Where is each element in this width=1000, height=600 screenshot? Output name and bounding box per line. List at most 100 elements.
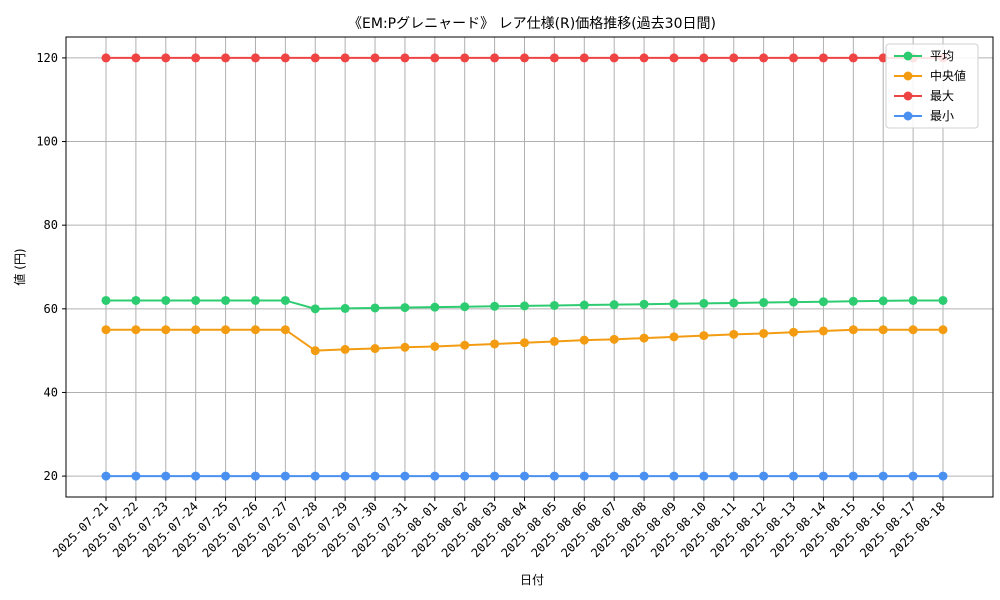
data-point bbox=[579, 471, 589, 481]
legend-label: 中央値 bbox=[930, 68, 966, 83]
data-point bbox=[848, 471, 858, 481]
data-point bbox=[848, 325, 858, 335]
data-point bbox=[520, 53, 529, 63]
data-point bbox=[520, 338, 529, 348]
data-point bbox=[280, 325, 290, 335]
data-point bbox=[639, 333, 649, 343]
data-point bbox=[759, 328, 769, 338]
data-point bbox=[310, 53, 320, 63]
data-point bbox=[818, 326, 828, 336]
data-point bbox=[310, 346, 320, 356]
data-point bbox=[579, 335, 589, 345]
data-point bbox=[370, 303, 380, 313]
data-point bbox=[430, 341, 440, 351]
data-point bbox=[250, 471, 260, 481]
data-point bbox=[131, 53, 141, 63]
grid-lines bbox=[66, 37, 993, 497]
y-tick-label: 100 bbox=[36, 135, 58, 149]
data-point bbox=[908, 295, 918, 305]
data-point bbox=[191, 471, 201, 481]
data-point bbox=[938, 295, 948, 305]
data-point bbox=[280, 53, 290, 63]
data-point bbox=[310, 471, 320, 481]
data-point bbox=[759, 298, 769, 308]
data-point bbox=[609, 334, 619, 344]
data-point bbox=[759, 53, 769, 63]
series-layer bbox=[101, 53, 948, 481]
data-point bbox=[161, 471, 171, 481]
data-point bbox=[221, 471, 231, 481]
y-tick-label: 20 bbox=[44, 469, 58, 483]
data-point bbox=[400, 53, 410, 63]
legend-label: 最小 bbox=[930, 109, 954, 123]
data-point bbox=[669, 299, 679, 309]
data-point bbox=[878, 471, 888, 481]
data-point bbox=[430, 471, 440, 481]
data-point bbox=[370, 344, 380, 354]
data-point bbox=[101, 295, 111, 305]
data-point bbox=[131, 471, 141, 481]
data-point bbox=[101, 471, 111, 481]
series-4 bbox=[101, 471, 948, 481]
data-point bbox=[729, 471, 739, 481]
data-point bbox=[579, 300, 589, 310]
data-point bbox=[908, 471, 918, 481]
data-point bbox=[639, 53, 649, 63]
data-point bbox=[340, 303, 350, 313]
data-point bbox=[549, 471, 559, 481]
data-point bbox=[101, 53, 111, 63]
data-point bbox=[460, 471, 470, 481]
y-tick-label: 60 bbox=[44, 302, 58, 316]
data-point bbox=[430, 53, 440, 63]
data-point bbox=[221, 53, 231, 63]
data-point bbox=[191, 295, 201, 305]
data-point bbox=[639, 471, 649, 481]
data-point bbox=[131, 295, 141, 305]
plot-frame bbox=[65, 36, 994, 498]
legend-label: 最大 bbox=[930, 89, 954, 103]
data-point bbox=[161, 53, 171, 63]
legend-marker bbox=[903, 111, 913, 121]
data-point bbox=[729, 53, 739, 63]
legend-label: 平均 bbox=[930, 49, 954, 63]
y-tick-label: 40 bbox=[44, 385, 58, 399]
data-point bbox=[818, 297, 828, 307]
data-point bbox=[938, 471, 948, 481]
data-point bbox=[549, 336, 559, 346]
data-point bbox=[609, 471, 619, 481]
data-point bbox=[699, 298, 709, 308]
data-point bbox=[729, 329, 739, 339]
data-point bbox=[848, 296, 858, 306]
data-point bbox=[250, 53, 260, 63]
legend-marker bbox=[903, 51, 913, 61]
data-point bbox=[729, 298, 739, 308]
data-point bbox=[579, 53, 589, 63]
data-point bbox=[908, 325, 918, 335]
data-point bbox=[221, 325, 231, 335]
data-point bbox=[818, 471, 828, 481]
data-point bbox=[490, 339, 500, 349]
y-axis-label: 値 (円) bbox=[12, 248, 27, 285]
data-point bbox=[818, 53, 828, 63]
data-point bbox=[549, 300, 559, 310]
data-point bbox=[609, 300, 619, 310]
data-point bbox=[400, 471, 410, 481]
data-point bbox=[280, 471, 290, 481]
legend-box bbox=[885, 43, 979, 129]
data-point bbox=[340, 471, 350, 481]
data-point bbox=[250, 295, 260, 305]
data-point bbox=[789, 471, 799, 481]
data-point bbox=[460, 340, 470, 350]
y-tick-label: 120 bbox=[36, 51, 58, 65]
data-point bbox=[400, 303, 410, 313]
data-point bbox=[131, 325, 141, 335]
data-point bbox=[221, 295, 231, 305]
data-point bbox=[310, 304, 320, 314]
data-point bbox=[789, 53, 799, 63]
data-point bbox=[340, 53, 350, 63]
legend-marker bbox=[903, 91, 913, 101]
data-point bbox=[789, 297, 799, 307]
legend-marker bbox=[903, 71, 913, 81]
